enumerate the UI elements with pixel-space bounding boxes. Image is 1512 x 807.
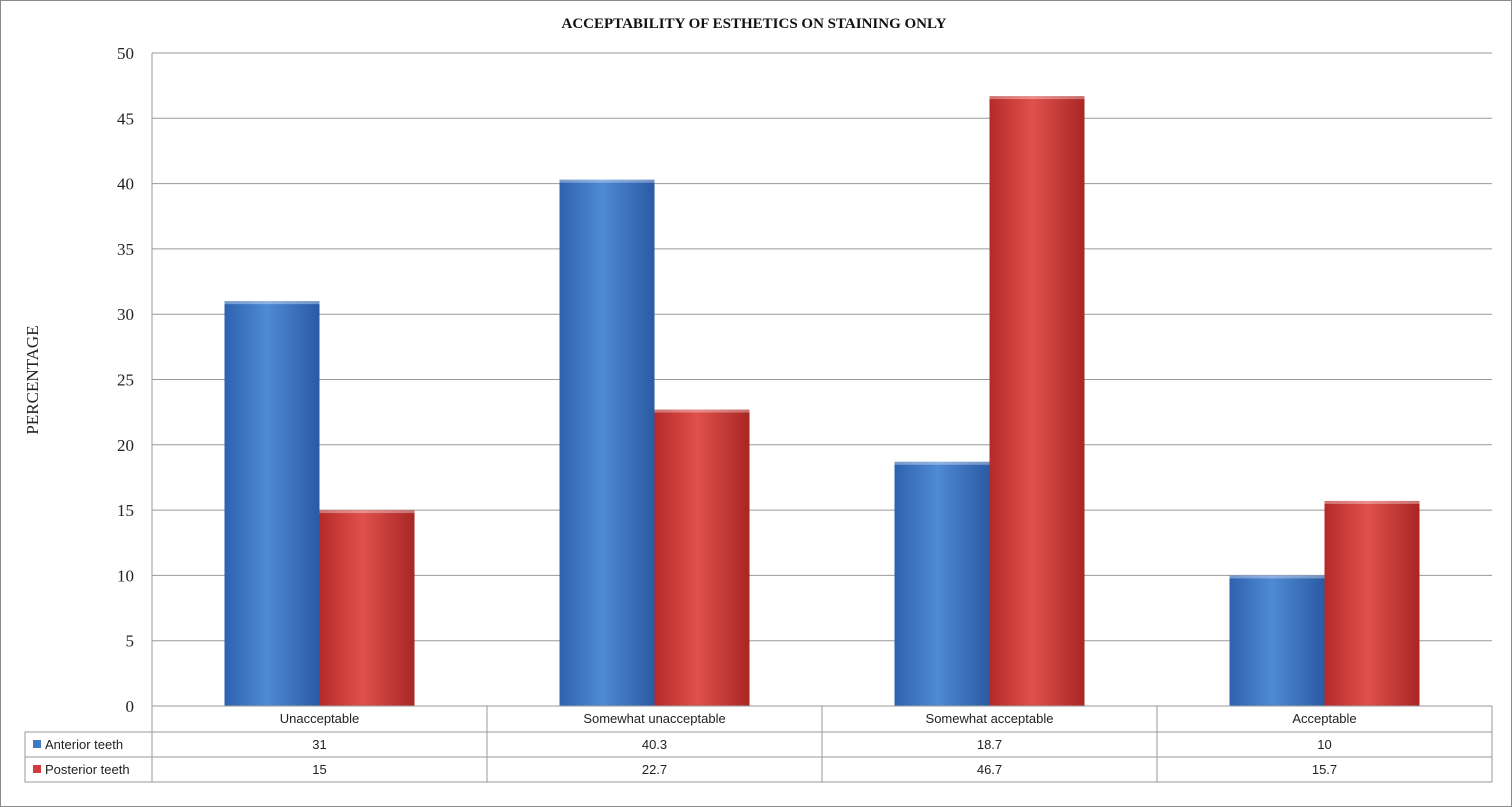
bar-highlight	[989, 96, 1085, 100]
bar-anterior-teeth-1	[559, 179, 655, 706]
category-label: Somewhat unacceptable	[583, 711, 725, 726]
bar-posterior-teeth-0	[319, 510, 415, 706]
bars	[224, 96, 1420, 706]
table-value: 46.7	[977, 762, 1002, 777]
y-tick-label: 25	[117, 371, 134, 390]
category-label: Unacceptable	[280, 711, 360, 726]
y-axis-ticks: 0 5 10 15 20 25 30 35 40 45 50	[117, 44, 134, 716]
chart-title: ACCEPTABILITY OF ESTHETICS ON STAINING O…	[562, 16, 947, 32]
bar-anterior-teeth-3	[1229, 575, 1325, 706]
y-tick-label: 40	[117, 175, 134, 194]
y-tick-label: 5	[126, 632, 135, 651]
legend-swatch	[33, 740, 41, 748]
table-value: 40.3	[642, 737, 667, 752]
bar-highlight	[319, 510, 415, 514]
y-tick-label: 35	[117, 240, 134, 259]
bar-anterior-teeth-2	[894, 461, 990, 706]
y-tick-label: 15	[117, 501, 134, 520]
y-tick-label: 45	[117, 109, 134, 128]
table-value: 18.7	[977, 737, 1002, 752]
y-tick-label: 50	[117, 44, 134, 63]
bar-highlight	[894, 461, 990, 465]
y-tick-label: 0	[126, 697, 135, 716]
bar-anterior-teeth-0	[224, 301, 320, 706]
y-axis-label: PERCENTAGE	[23, 325, 42, 434]
bar-posterior-teeth-2	[989, 96, 1085, 706]
bar-highlight	[224, 301, 320, 305]
bar-highlight	[654, 409, 750, 413]
category-label: Somewhat acceptable	[926, 711, 1054, 726]
category-label: Acceptable	[1292, 711, 1356, 726]
table-value: 22.7	[642, 762, 667, 777]
legend-swatch	[33, 765, 41, 773]
legend-label: Anterior teeth	[45, 737, 123, 752]
table-value: 15	[312, 762, 326, 777]
table-value: 10	[1317, 737, 1331, 752]
bar-posterior-teeth-3	[1324, 500, 1420, 706]
legend-label: Posterior teeth	[45, 762, 130, 777]
data-table: Unacceptable Somewhat unacceptable Somewha…	[24, 705, 1493, 783]
y-tick-label: 10	[117, 566, 134, 585]
bar-highlight	[1229, 575, 1325, 579]
table-value: 31	[312, 737, 326, 752]
table-value: 15.7	[1312, 762, 1337, 777]
bar-highlight	[559, 179, 655, 183]
table-grid	[24, 705, 1493, 783]
bar-posterior-teeth-1	[654, 409, 750, 706]
y-tick-label: 30	[117, 305, 134, 324]
y-tick-label: 20	[117, 436, 134, 455]
bar-highlight	[1324, 500, 1420, 504]
